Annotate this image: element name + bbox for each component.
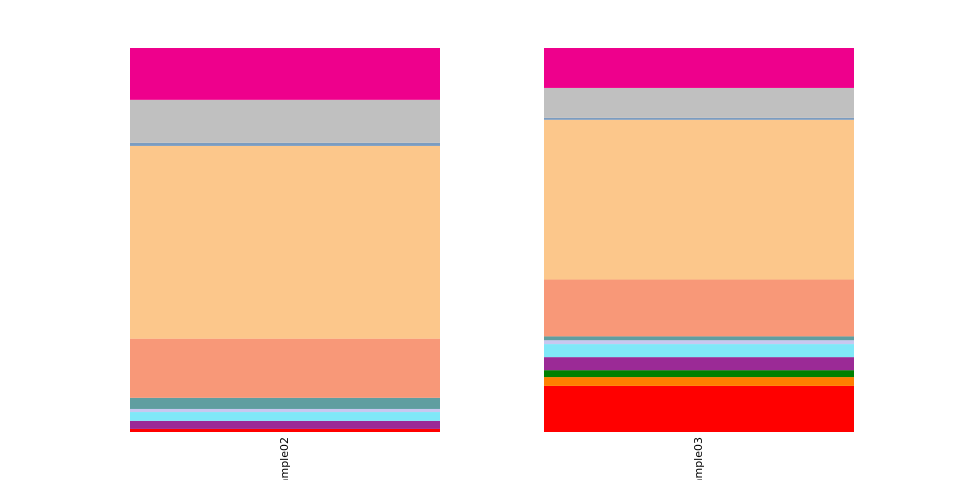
bar-segment bbox=[544, 344, 854, 358]
x-tick-label: ample03 bbox=[692, 437, 705, 480]
bar-segment bbox=[130, 397, 440, 409]
bar-segment bbox=[544, 279, 854, 337]
bar-segment bbox=[544, 340, 854, 345]
x-tick-label: ample02 bbox=[278, 437, 291, 480]
bar-segment bbox=[544, 377, 854, 386]
bar-segment bbox=[544, 336, 854, 341]
bar-segment bbox=[130, 99, 440, 143]
bar-segment bbox=[544, 48, 854, 88]
bar-segment bbox=[544, 357, 854, 371]
bar-segment bbox=[130, 145, 440, 339]
bar-segment bbox=[544, 119, 854, 280]
bar-segment bbox=[130, 48, 440, 100]
bar-segment bbox=[130, 338, 440, 398]
bar-segment bbox=[544, 117, 854, 120]
bar-segment bbox=[544, 87, 854, 118]
bar-segment bbox=[130, 142, 440, 146]
bar-segment bbox=[130, 408, 440, 413]
bar-segment bbox=[130, 420, 440, 429]
bar-segment bbox=[130, 412, 440, 421]
bar-segment bbox=[544, 370, 854, 378]
bar-segment bbox=[544, 385, 854, 432]
bar-segment bbox=[130, 428, 440, 432]
